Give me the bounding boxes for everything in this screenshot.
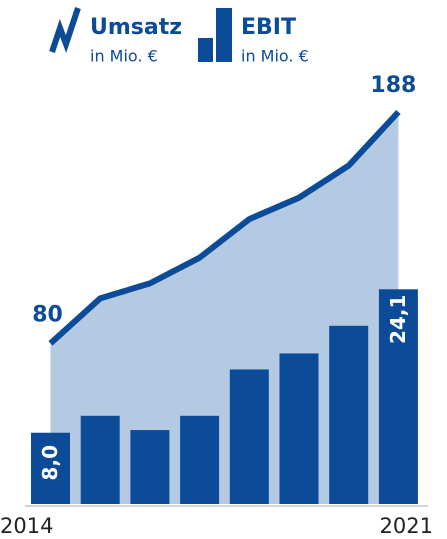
legend-bar-icon: [216, 8, 232, 62]
data-label: 24,1: [386, 295, 410, 344]
legend-unit: in Mio. €: [241, 47, 309, 66]
line: [48, 109, 401, 346]
legend-unit: in Mio. €: [90, 47, 158, 66]
bar: [130, 430, 170, 504]
legend-bar-icon: [198, 38, 213, 62]
bar: [80, 415, 120, 504]
x-tick-label: 2021: [380, 514, 433, 538]
bar: [229, 369, 269, 504]
data-label: 80: [32, 302, 63, 327]
legend-label: Umsatz: [90, 15, 182, 40]
bar: [31, 432, 70, 504]
bar: [180, 415, 220, 504]
bar: [329, 325, 369, 504]
legend-line-icon: [49, 7, 81, 53]
legend-label: EBIT: [241, 15, 296, 40]
data-label: 188: [370, 73, 416, 98]
bar: [378, 289, 418, 504]
x-tick-label: 2014: [0, 514, 53, 538]
bar: [279, 353, 319, 504]
data-label: 8,0: [38, 445, 62, 480]
